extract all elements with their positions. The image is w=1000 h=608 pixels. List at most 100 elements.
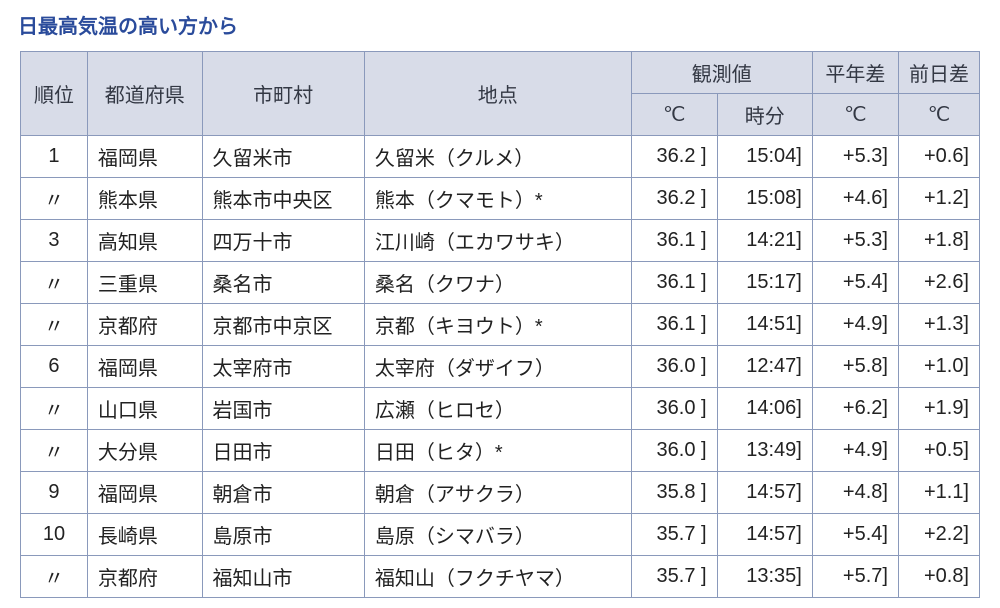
page-title: 日最高気温の高い方から xyxy=(10,10,990,39)
header-station: 地点 xyxy=(364,52,631,136)
diff-prev-cell: +1.0] xyxy=(898,346,979,388)
station-cell: 桑名（クワナ） xyxy=(364,262,631,304)
diff-prev-cell: +0.8] xyxy=(898,556,979,598)
header-obs-time: 時分 xyxy=(717,94,812,136)
diff-prev-cell: +0.5] xyxy=(898,430,979,472)
rank-cell: 6 xyxy=(21,346,88,388)
diff-prev-cell: +0.6] xyxy=(898,136,979,178)
diff-prev-cell: +2.6] xyxy=(898,262,979,304)
temp-cell: 35.7 ] xyxy=(631,556,717,598)
diff-prev-cell: +1.8] xyxy=(898,220,979,262)
rank-cell: 〃 xyxy=(21,178,88,220)
diff-normal-cell: +4.9] xyxy=(812,430,898,472)
table-row: 9福岡県朝倉市朝倉（アサクラ）35.8 ]14:57]+4.8]+1.1] xyxy=(21,472,980,514)
station-cell: 熊本（クマモト）* xyxy=(364,178,631,220)
time-cell: 14:21] xyxy=(717,220,812,262)
city-cell: 桑名市 xyxy=(202,262,364,304)
time-cell: 14:06] xyxy=(717,388,812,430)
rank-cell: 〃 xyxy=(21,430,88,472)
diff-normal-cell: +5.3] xyxy=(812,136,898,178)
temperature-ranking-table: 順位 都道府県 市町村 地点 観測値 平年差 前日差 ℃ 時分 ℃ ℃ 1福岡県… xyxy=(20,51,980,598)
table-header: 順位 都道府県 市町村 地点 観測値 平年差 前日差 ℃ 時分 ℃ ℃ xyxy=(21,52,980,136)
rank-cell: 1 xyxy=(21,136,88,178)
city-cell: 太宰府市 xyxy=(202,346,364,388)
header-diff-normal-unit: ℃ xyxy=(812,94,898,136)
table-row: 10長崎県島原市島原（シマバラ）35.7 ]14:57]+5.4]+2.2] xyxy=(21,514,980,556)
header-obs-temp: ℃ xyxy=(631,94,717,136)
diff-prev-cell: +1.2] xyxy=(898,178,979,220)
time-cell: 14:57] xyxy=(717,514,812,556)
diff-normal-cell: +5.7] xyxy=(812,556,898,598)
pref-cell: 長崎県 xyxy=(87,514,202,556)
time-cell: 12:47] xyxy=(717,346,812,388)
city-cell: 岩国市 xyxy=(202,388,364,430)
rank-cell: 〃 xyxy=(21,388,88,430)
station-cell: 太宰府（ダザイフ） xyxy=(364,346,631,388)
table-row: 〃京都府京都市中京区京都（キヨウト）*36.1 ]14:51]+4.9]+1.3… xyxy=(21,304,980,346)
diff-prev-cell: +2.2] xyxy=(898,514,979,556)
pref-cell: 三重県 xyxy=(87,262,202,304)
table-row: 〃山口県岩国市広瀬（ヒロセ）36.0 ]14:06]+6.2]+1.9] xyxy=(21,388,980,430)
diff-prev-cell: +1.3] xyxy=(898,304,979,346)
header-rank: 順位 xyxy=(21,52,88,136)
city-cell: 日田市 xyxy=(202,430,364,472)
header-city: 市町村 xyxy=(202,52,364,136)
temp-cell: 36.0 ] xyxy=(631,430,717,472)
table-row: 〃三重県桑名市桑名（クワナ）36.1 ]15:17]+5.4]+2.6] xyxy=(21,262,980,304)
pref-cell: 福岡県 xyxy=(87,472,202,514)
diff-prev-cell: +1.1] xyxy=(898,472,979,514)
table-row: 3高知県四万十市江川崎（エカワサキ）36.1 ]14:21]+5.3]+1.8] xyxy=(21,220,980,262)
pref-cell: 熊本県 xyxy=(87,178,202,220)
table-row: 1福岡県久留米市久留米（クルメ）36.2 ]15:04]+5.3]+0.6] xyxy=(21,136,980,178)
time-cell: 15:08] xyxy=(717,178,812,220)
station-cell: 江川崎（エカワサキ） xyxy=(364,220,631,262)
rank-cell: 3 xyxy=(21,220,88,262)
diff-normal-cell: +6.2] xyxy=(812,388,898,430)
city-cell: 京都市中京区 xyxy=(202,304,364,346)
city-cell: 久留米市 xyxy=(202,136,364,178)
time-cell: 14:57] xyxy=(717,472,812,514)
table-body: 1福岡県久留米市久留米（クルメ）36.2 ]15:04]+5.3]+0.6]〃熊… xyxy=(21,136,980,598)
pref-cell: 大分県 xyxy=(87,430,202,472)
diff-normal-cell: +5.8] xyxy=(812,346,898,388)
rank-cell: 〃 xyxy=(21,556,88,598)
diff-normal-cell: +4.6] xyxy=(812,178,898,220)
temp-cell: 36.1 ] xyxy=(631,220,717,262)
temp-cell: 35.8 ] xyxy=(631,472,717,514)
pref-cell: 山口県 xyxy=(87,388,202,430)
temp-cell: 36.0 ] xyxy=(631,388,717,430)
table-row: 6福岡県太宰府市太宰府（ダザイフ）36.0 ]12:47]+5.8]+1.0] xyxy=(21,346,980,388)
rank-cell: 10 xyxy=(21,514,88,556)
city-cell: 福知山市 xyxy=(202,556,364,598)
diff-normal-cell: +5.4] xyxy=(812,262,898,304)
station-cell: 広瀬（ヒロセ） xyxy=(364,388,631,430)
temp-cell: 36.1 ] xyxy=(631,262,717,304)
time-cell: 13:49] xyxy=(717,430,812,472)
time-cell: 13:35] xyxy=(717,556,812,598)
city-cell: 四万十市 xyxy=(202,220,364,262)
rank-cell: 〃 xyxy=(21,262,88,304)
city-cell: 朝倉市 xyxy=(202,472,364,514)
diff-normal-cell: +5.3] xyxy=(812,220,898,262)
time-cell: 14:51] xyxy=(717,304,812,346)
station-cell: 日田（ヒタ）* xyxy=(364,430,631,472)
city-cell: 熊本市中央区 xyxy=(202,178,364,220)
header-diff-prev-unit: ℃ xyxy=(898,94,979,136)
diff-prev-cell: +1.9] xyxy=(898,388,979,430)
temp-cell: 35.7 ] xyxy=(631,514,717,556)
pref-cell: 高知県 xyxy=(87,220,202,262)
temp-cell: 36.2 ] xyxy=(631,178,717,220)
temp-cell: 36.2 ] xyxy=(631,136,717,178)
time-cell: 15:04] xyxy=(717,136,812,178)
station-cell: 朝倉（アサクラ） xyxy=(364,472,631,514)
pref-cell: 福岡県 xyxy=(87,346,202,388)
station-cell: 京都（キヨウト）* xyxy=(364,304,631,346)
diff-normal-cell: +5.4] xyxy=(812,514,898,556)
station-cell: 久留米（クルメ） xyxy=(364,136,631,178)
table-row: 〃大分県日田市日田（ヒタ）*36.0 ]13:49]+4.9]+0.5] xyxy=(21,430,980,472)
pref-cell: 福岡県 xyxy=(87,136,202,178)
pref-cell: 京都府 xyxy=(87,556,202,598)
station-cell: 福知山（フクチヤマ） xyxy=(364,556,631,598)
header-diff-normal: 平年差 xyxy=(812,52,898,94)
rank-cell: 〃 xyxy=(21,304,88,346)
